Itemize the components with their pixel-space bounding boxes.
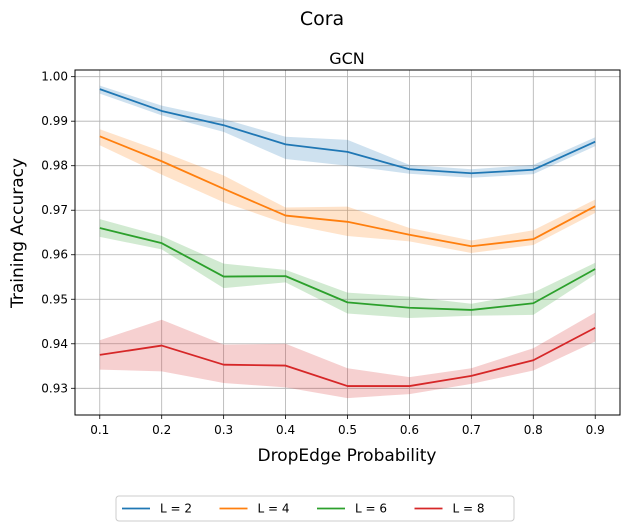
band-series-2 (99, 129, 596, 253)
series-lines (99, 88, 596, 387)
band-series-1 (99, 85, 596, 178)
x-tick-label: 0.2 (152, 423, 171, 437)
legend-label-4: L = 8 (453, 502, 485, 516)
y-tick-label: 0.96 (41, 248, 68, 262)
y-tick-label: 0.98 (41, 159, 68, 173)
x-tick-label: 0.3 (214, 423, 233, 437)
x-tick-label: 0.9 (586, 423, 605, 437)
legend-label-1: L = 2 (160, 502, 192, 516)
y-tick-label: 0.99 (41, 114, 68, 128)
grid (75, 70, 620, 415)
y-axis-label: Training Accuracy (8, 158, 28, 309)
y-tick-label: 1.00 (41, 70, 68, 84)
line-series-1 (99, 88, 596, 175)
y-tick-label: 0.93 (41, 381, 68, 395)
band-series-3 (99, 219, 596, 318)
legend-label-3: L = 6 (355, 502, 387, 516)
y-tick-label: 0.94 (41, 337, 68, 351)
x-tick-label: 0.5 (338, 423, 357, 437)
x-tick-label: 0.7 (462, 423, 481, 437)
axis-ticks: 0.1 0.2 0.3 0.4 0.5 0.6 0.7 0.8 0.9 0.93 0.94 0.95 0… (41, 70, 604, 437)
legend: L = 2 L = 4 L = 6 L = 8 (115, 495, 515, 522)
x-tick-label: 0.6 (400, 423, 419, 437)
legend-box (115, 495, 515, 522)
line-series-4 (99, 326, 596, 387)
y-tick-label: 0.95 (41, 292, 68, 306)
x-axis-label: DropEdge Probability (258, 446, 437, 466)
line-series-3 (99, 227, 596, 311)
x-tick-label: 0.1 (90, 423, 109, 437)
x-tick-label: 0.4 (276, 423, 295, 437)
line-series-2 (99, 135, 596, 248)
x-tick-label: 0.8 (524, 423, 543, 437)
plot-title: GCN (329, 49, 365, 68)
figure-suptitle: Cora (300, 8, 344, 30)
y-tick-label: 0.97 (41, 203, 68, 217)
legend-label-2: L = 4 (258, 502, 290, 516)
